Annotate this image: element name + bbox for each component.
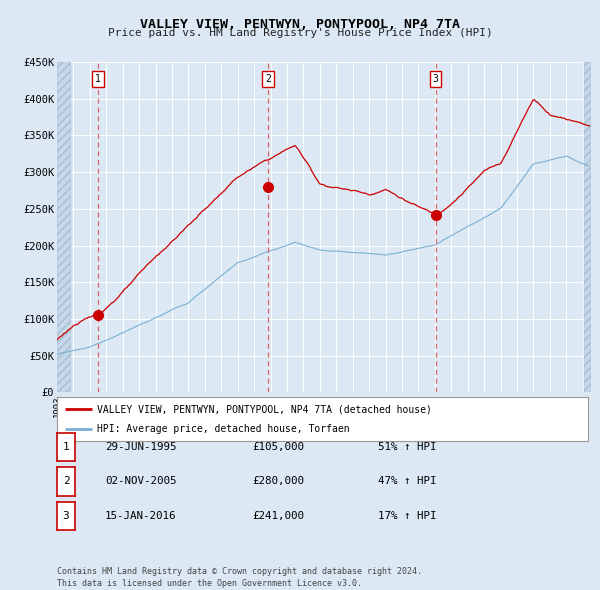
Text: Price paid vs. HM Land Registry's House Price Index (HPI): Price paid vs. HM Land Registry's House … [107,28,493,38]
Text: 17% ↑ HPI: 17% ↑ HPI [378,511,437,520]
Text: 2: 2 [62,477,70,486]
Text: 51% ↑ HPI: 51% ↑ HPI [378,442,437,452]
Text: Contains HM Land Registry data © Crown copyright and database right 2024.
This d: Contains HM Land Registry data © Crown c… [57,567,422,588]
Text: HPI: Average price, detached house, Torfaen: HPI: Average price, detached house, Torf… [97,424,349,434]
Text: £280,000: £280,000 [252,477,304,486]
Text: VALLEY VIEW, PENTWYN, PONTYPOOL, NP4 7TA: VALLEY VIEW, PENTWYN, PONTYPOOL, NP4 7TA [140,18,460,31]
Text: 1: 1 [95,74,101,84]
Text: 3: 3 [433,74,439,84]
Text: 02-NOV-2005: 02-NOV-2005 [105,477,176,486]
Text: 2: 2 [265,74,271,84]
Text: £241,000: £241,000 [252,511,304,520]
Text: 3: 3 [62,511,70,520]
Text: 47% ↑ HPI: 47% ↑ HPI [378,477,437,486]
Text: 29-JUN-1995: 29-JUN-1995 [105,442,176,452]
Text: £105,000: £105,000 [252,442,304,452]
Text: VALLEY VIEW, PENTWYN, PONTYPOOL, NP4 7TA (detached house): VALLEY VIEW, PENTWYN, PONTYPOOL, NP4 7TA… [97,404,432,414]
Text: 1: 1 [62,442,70,452]
Text: 15-JAN-2016: 15-JAN-2016 [105,511,176,520]
